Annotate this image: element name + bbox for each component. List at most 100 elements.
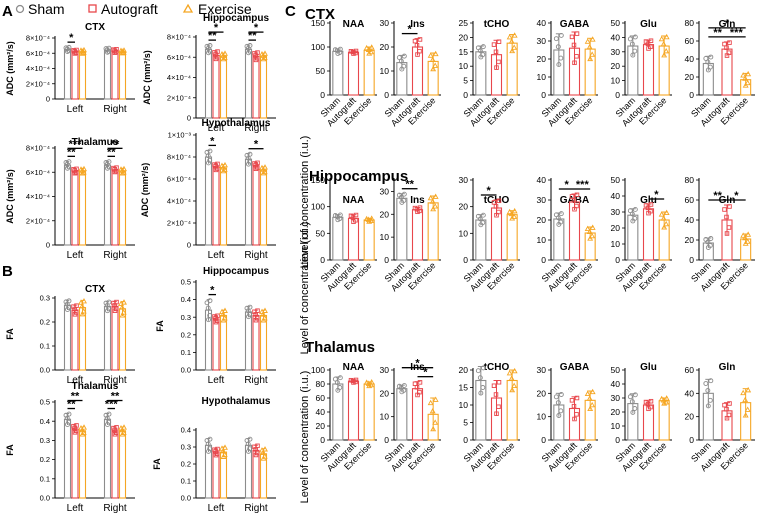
A_hip-point-1-0-3: [247, 43, 253, 48]
C_ctx_naa-point-2-4: [366, 50, 373, 56]
B_ctx-point-1-1-4: [112, 308, 118, 313]
A_thal-bar-0-0: [63, 164, 72, 246]
C_ctx_tcho-point-1-4: [494, 65, 499, 70]
B_thal-sig-label-0: **: [67, 399, 76, 411]
B_hypo-point-1-0-3: [247, 436, 253, 442]
section-title-hippocampus: Hippocampus: [309, 168, 408, 185]
B_hip-point-1-1-4: [253, 317, 259, 323]
C_hip_gaba-point-2-3: [589, 224, 596, 230]
A_hypo-ytick-label-2: 4×10⁻⁴: [167, 197, 191, 206]
legend-marker-exercise: [182, 3, 194, 13]
B_ctx-point-0-2-3: [81, 297, 87, 304]
A_hip-bar-1-0: [244, 48, 253, 119]
C_hip_gaba-point-1-4: [572, 206, 577, 212]
C_hip_ins-ytick-label-1: 10: [380, 232, 390, 242]
B_hypo-point-0-2-3: [222, 444, 228, 450]
B_hypo-xlabel-right: Right: [244, 503, 268, 514]
C_thal_naa-title: NAA: [343, 362, 365, 373]
C_thal_gaba-ytick-label-3: 30: [537, 365, 547, 375]
C_thal_tcho-point-1-3: [496, 380, 502, 385]
C_hip_gln-point-2-0: [740, 232, 747, 238]
C_thal_naa-point-0-4: [335, 387, 341, 393]
A_hypo-point-1-2-3: [262, 164, 268, 170]
C_hip_naa-point-1-2: [350, 215, 356, 220]
A_ctx-bar-0-0: [63, 48, 72, 100]
A_thal-bar-1-0: [103, 164, 112, 246]
C_hip_glu-point-1-2: [645, 205, 651, 211]
B_thal-bar-0-0: [63, 418, 72, 499]
A_hypo-point-1-0-4: [246, 161, 251, 167]
C_ctx_glu-point-0-1: [632, 48, 638, 54]
B_thal-ytick-label-0: 0.0: [40, 494, 50, 503]
C_ctx_glu-point-0-2: [629, 41, 635, 47]
C_thal_ins-point-0-4: [399, 389, 405, 395]
A_hip-sig-label-1: *: [214, 22, 219, 34]
A_hip-point-0-1-3: [215, 49, 220, 54]
C_thal_ins-sig-label-1: *: [415, 358, 420, 370]
A_thal-point-1-0-4: [105, 165, 110, 171]
C_hip_tcho-bar-2: [506, 214, 518, 261]
A_thal-ytick-label-1: 2×10⁻⁴: [26, 216, 50, 225]
C_thal_gaba-point-2-0: [584, 390, 591, 397]
A_hip-point-0-2-3: [222, 50, 228, 56]
C_ctx_gln-point-0-0: [703, 56, 709, 61]
A_hypo-bar-1-1: [252, 165, 260, 246]
A_ctx-point-1-2-4: [119, 49, 126, 56]
A_thal-point-0-1-4: [72, 170, 78, 176]
C_ctx_gaba-point-2-2: [586, 43, 593, 50]
B_thal-ytick-label-2: 0.2: [40, 455, 50, 464]
A_hypo-bar-1-2: [259, 169, 268, 246]
B_hypo-point-1-2-4: [260, 455, 267, 461]
C_ctx_glu-ytick-label-2: 20: [611, 61, 621, 71]
A_ctx-bar-1-0: [103, 49, 112, 100]
C_ctx_naa-title: NAA: [343, 19, 365, 30]
C_hip_gln-ytick-label-3: 60: [685, 195, 695, 205]
C_hip_gaba-sig-label-1: ***: [576, 179, 590, 191]
C_ctx_gln-point-2-1: [744, 79, 751, 86]
B_ctx-ytick-label-1: 0.1: [40, 342, 50, 351]
B_thal-bar-0-2: [78, 430, 87, 499]
C_thal_tcho-ytick-label-1: 5: [463, 417, 468, 427]
C_hip_gaba-ytick-label-2: 20: [537, 215, 547, 225]
C_hip_glu-point-2-1: [663, 220, 670, 227]
A_hip-title: Hippocampus: [203, 13, 270, 24]
C_ctx_gaba-point-0-0: [553, 36, 559, 42]
C_ctx_gln-ytick-label-4: 80: [685, 18, 695, 28]
A_thal-bar-1-2: [118, 170, 127, 246]
C_hip_gln-sig-label-0: **: [713, 190, 722, 202]
C_ctx_tcho-point-2-2: [508, 38, 515, 44]
C_hip_tcho-point-1-2: [493, 204, 499, 209]
C_ctx_gaba-point-0-4: [556, 62, 562, 68]
C_ctx_gaba-ytick-label-2: 20: [537, 54, 547, 64]
A_hypo-point-0-0-2: [205, 153, 211, 159]
C_thal_gaba-ytick-label-0: 0: [541, 435, 546, 445]
C_thal_gln-point-0-3: [708, 378, 714, 384]
C_ctx_glu-point-2-3: [663, 33, 670, 40]
A_ctx-point-0-1-4: [72, 51, 78, 56]
C_ctx_gaba-title: GABA: [560, 19, 589, 30]
C_hip_naa-ytick-label-1: 50: [316, 228, 326, 238]
C_hip_ins-point-0-4: [399, 199, 405, 205]
C_ctx_tcho-ytick-label-2: 10: [459, 61, 469, 71]
C_hip_naa-bar-0: [332, 216, 344, 261]
C_ctx_ins-ytick-label-3: 30: [380, 18, 390, 28]
B_hip-point-1-2-3: [262, 307, 268, 313]
C_thal_gln-point-0-1: [707, 397, 713, 403]
C_ctx_naa-ytick-label-0: 0: [320, 90, 325, 100]
C_thal_glu-point-2-4: [661, 400, 668, 406]
C_hip_gaba-point-0-4: [556, 221, 562, 227]
C_thal_gln-point-2-1: [744, 406, 751, 412]
B_ctx-point-0-1-3: [74, 303, 79, 308]
B_ctx-xlabel-right: Right: [103, 375, 127, 386]
C_thal_tcho-point-1-4: [494, 411, 499, 417]
A_ctx-point-1-1-4: [112, 50, 118, 55]
A_ctx-ytick-label-3: 6×10⁻⁴: [26, 49, 50, 58]
C_hip_glu-ytick-label-3: 30: [611, 207, 621, 217]
C_ctx_gaba-point-1-4: [572, 60, 577, 66]
B_hypo-point-0-0-2: [205, 441, 211, 447]
A_hip-bar-0-2: [219, 55, 228, 119]
C_hip_glu-bar-0: [627, 214, 639, 261]
